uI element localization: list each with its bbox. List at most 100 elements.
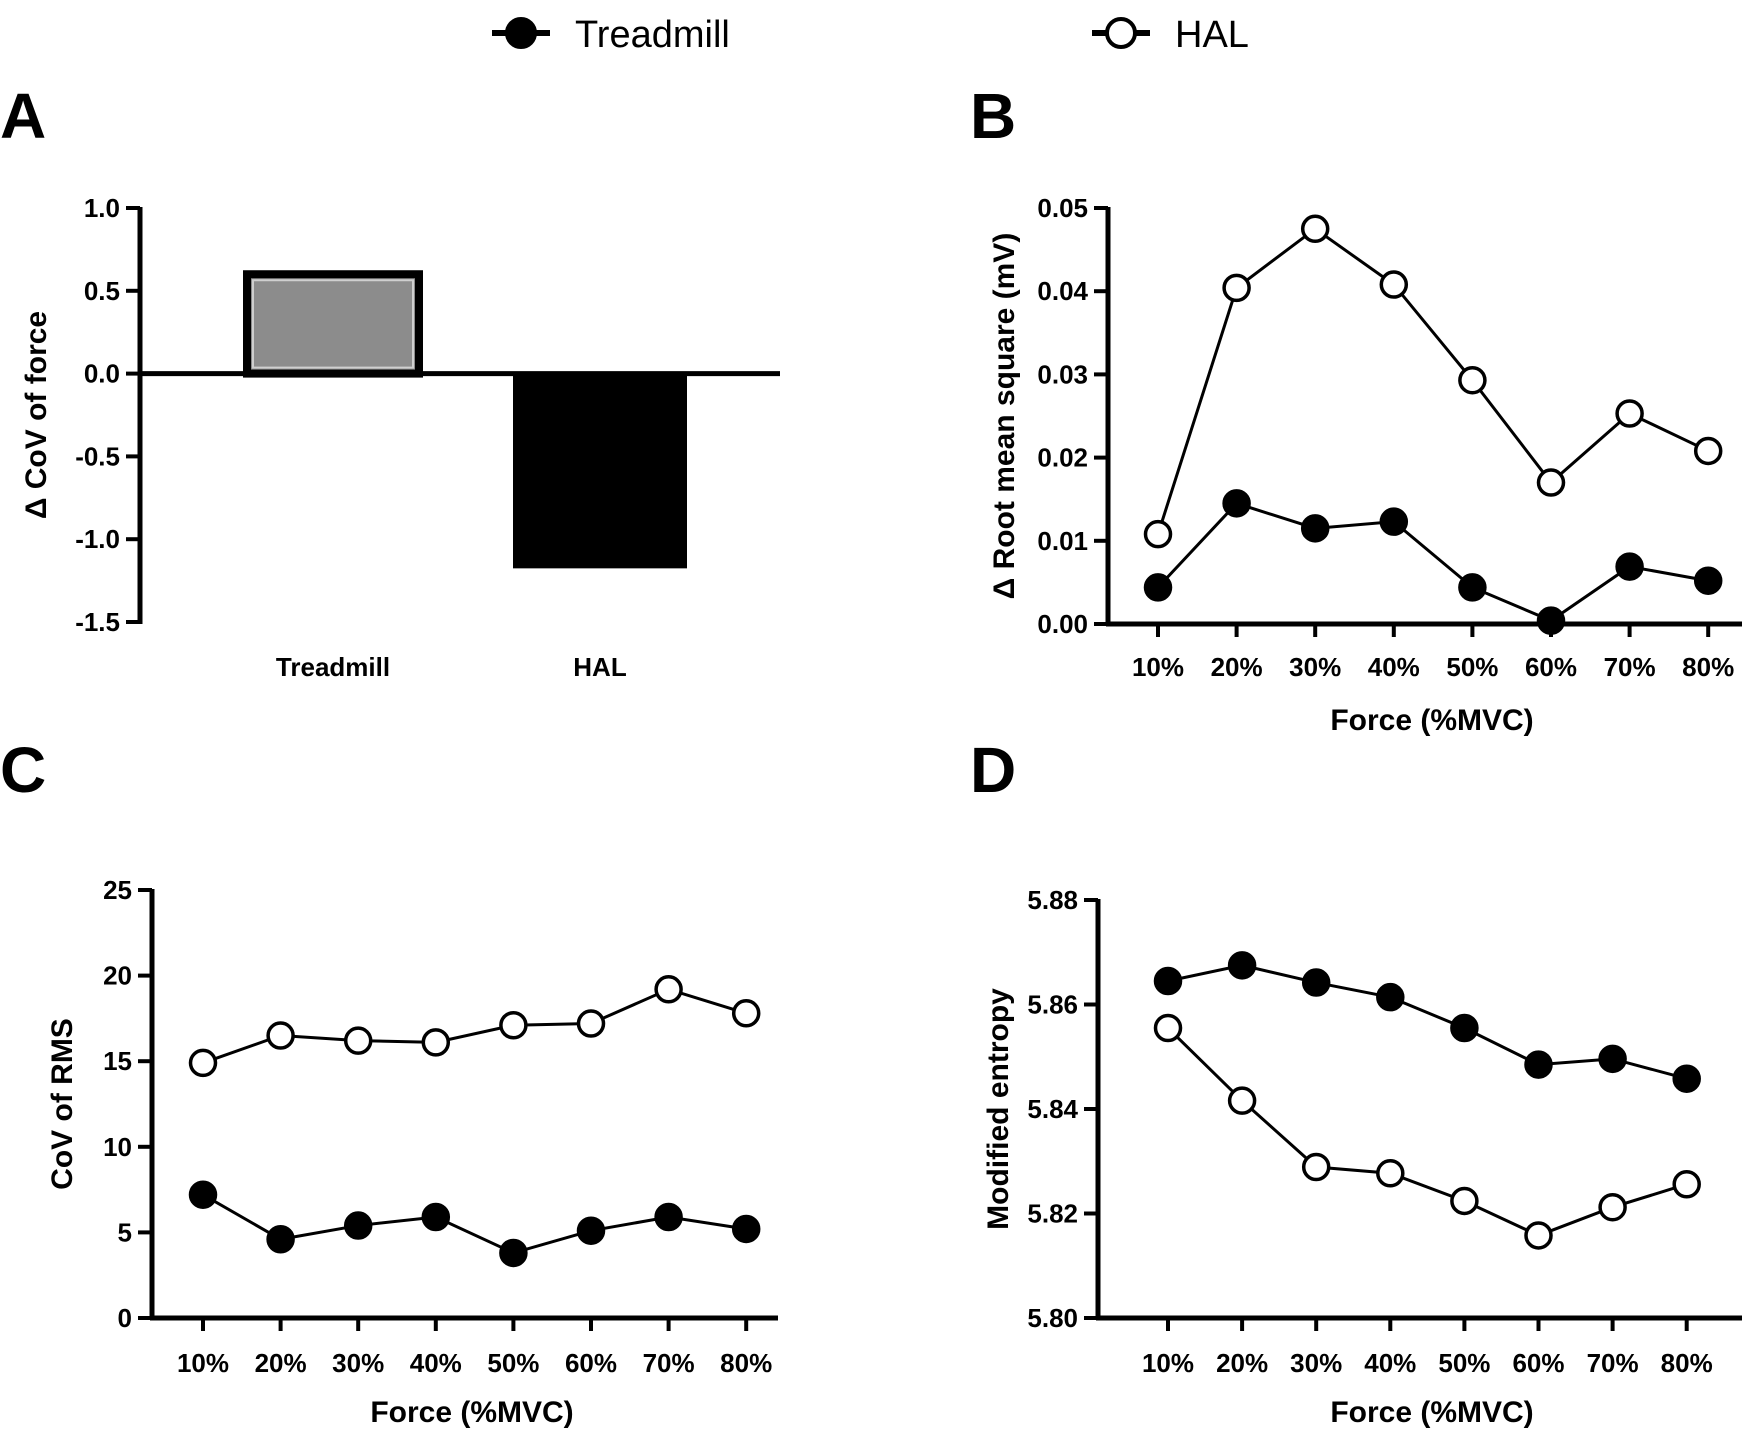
panel-b-point-treadmill — [1379, 507, 1409, 536]
panel-d-x-tick-label: 70% — [1587, 1348, 1639, 1378]
panel-d-point-treadmill — [1598, 1044, 1627, 1074]
panel-a-y-axis-title: Δ CoV of force — [20, 311, 53, 519]
panel-d-x-tick-label: 10% — [1142, 1348, 1194, 1378]
panel-b-point-hal — [1300, 214, 1330, 244]
panel-c-x-tick-label: 20% — [255, 1348, 307, 1378]
panel-d-point-hal — [1301, 1152, 1331, 1182]
legend-marker-hal — [1105, 17, 1137, 49]
panel-a-y-tick-label: -1.0 — [75, 524, 120, 554]
panel-c-x-tick-label: 50% — [487, 1348, 539, 1378]
panel-a-y-tick-label: 0.5 — [84, 276, 120, 306]
panel-b-point-hal — [1143, 519, 1173, 549]
panel-c-x-axis-title: Force (%MVC) — [370, 1396, 573, 1429]
panel-d-y-tick-label: 5.88 — [1027, 885, 1078, 915]
panel-b-y-tick-label: 0.03 — [1037, 359, 1088, 389]
panel-b-x-tick-label: 50% — [1446, 652, 1498, 682]
panel-c-y-axis-title: CoV of RMS — [46, 1018, 79, 1190]
panel-c-point-treadmill — [421, 1202, 451, 1232]
panel-d-point-hal — [1227, 1086, 1257, 1115]
legend-marker-treadmill — [505, 17, 537, 49]
panel-c-point-hal — [499, 1010, 528, 1040]
panel-b-y-tick-label: 0.00 — [1037, 609, 1088, 639]
bar-hal — [513, 372, 687, 569]
panel-c-y-tick-label: 10 — [103, 1132, 132, 1162]
panel-a-y-tick-label: -0.5 — [75, 441, 120, 471]
panel-c-x-tick-label: 70% — [643, 1348, 695, 1378]
x-tick-label-hal: HAL — [573, 652, 627, 682]
panel-b-x-tick-label: 30% — [1289, 652, 1341, 682]
panel-c-y-tick-label: 5 — [118, 1217, 132, 1247]
panel-b-point-treadmill — [1458, 573, 1487, 602]
panel-b-y-tick-label: 0.01 — [1037, 526, 1088, 556]
panel-c-point-hal — [343, 1026, 373, 1055]
panel-c-y-tick-label: 25 — [103, 875, 132, 905]
panel-d-point-treadmill — [1376, 982, 1405, 1012]
panel-d-x-tick-label: 50% — [1438, 1348, 1490, 1378]
chart-panel-a: 1.0 0.5 0.0 -0.5 -1.0 -1.5 Δ CoV of force Tread… — [20, 193, 780, 682]
panel-b-point-hal — [1615, 399, 1644, 428]
panel-b-x-tick-label: 70% — [1604, 652, 1656, 682]
panel-b-y-tick-label: 0.02 — [1037, 443, 1088, 473]
legend-item-hal: HAL — [1092, 14, 1249, 56]
legend-label-hal: HAL — [1175, 14, 1249, 56]
chart-panel-d: 5.88 5.86 5.84 5.82 5.80 Modified entropy 10% 2… — [982, 885, 1742, 1429]
panel-b-x-tick-label: 40% — [1368, 652, 1420, 682]
panel-b-x-tick-label: 10% — [1132, 652, 1184, 682]
panel-d-point-hal — [1153, 1013, 1183, 1043]
bar-treadmill — [243, 270, 423, 378]
bar-inner-highlight — [252, 279, 414, 369]
panel-d-x-tick-label: 80% — [1661, 1348, 1713, 1378]
x-tick-label-treadmill: Treadmill — [276, 652, 390, 682]
panel-c-x-tick-label: 60% — [565, 1348, 617, 1378]
panel-c-point-hal — [576, 1009, 606, 1038]
panel-b-y-axis-title: Δ Root mean square (mV) — [988, 233, 1021, 600]
panel-b-series-line-hal — [1156, 226, 1709, 535]
panel-b-point-hal — [1693, 436, 1723, 466]
panel-b-x-axis-title: Force (%MVC) — [1330, 704, 1533, 737]
panel-d-point-hal — [1672, 1169, 1701, 1199]
panel-d-point-treadmill — [1227, 951, 1257, 980]
panel-b-point-hal — [1379, 270, 1409, 299]
panel-b-x-tick-label: 20% — [1211, 652, 1263, 682]
chart-panel-c: 25 20 15 10 5 0 CoV of RMS 10% 20% 30% 40% 50% 60% 70… — [46, 875, 778, 1429]
panel-c-x-tick-label: 30% — [332, 1348, 384, 1378]
legend-item-treadmill: Treadmill — [492, 14, 730, 56]
panel-d-x-axis-title: Force (%MVC) — [1330, 1396, 1533, 1429]
panel-c-point-treadmill — [731, 1214, 761, 1244]
panel-b-y-tick-label: 0.04 — [1037, 276, 1088, 306]
panel-b-point-hal — [1536, 468, 1566, 497]
panel-d-point-treadmill — [1672, 1064, 1701, 1093]
panel-d-point-treadmill — [1153, 966, 1183, 996]
panel-a-y-tick-label: -1.5 — [75, 607, 120, 637]
panel-c-y-tick-label: 20 — [103, 961, 132, 991]
panel-c-point-hal — [266, 1021, 295, 1050]
panel-d-point-treadmill — [1450, 1013, 1479, 1043]
panel-c-point-hal — [421, 1028, 451, 1057]
panel-b-point-treadmill — [1143, 573, 1173, 602]
panel-c-y-tick-label: 15 — [103, 1046, 132, 1076]
panel-c-point-treadmill — [654, 1202, 683, 1232]
chart-panel-b: 0.05 0.04 0.03 0.02 0.01 0.00 Δ Root mean squa… — [988, 193, 1742, 737]
panel-c-point-treadmill — [576, 1216, 606, 1245]
panel-b-x-tick-label: 60% — [1525, 652, 1577, 682]
panel-d-point-treadmill — [1301, 968, 1331, 997]
panel-d-y-tick-label: 5.82 — [1027, 1199, 1078, 1229]
panel-d-point-hal — [1524, 1221, 1553, 1250]
panel-c-point-treadmill — [188, 1180, 218, 1209]
panel-d-x-tick-label: 20% — [1216, 1348, 1268, 1378]
panel-c-x-tick-label: 40% — [410, 1348, 462, 1378]
panel-letter-a: A — [0, 80, 46, 152]
panel-letter-c: C — [0, 734, 46, 806]
panel-b-point-treadmill — [1536, 606, 1566, 635]
panel-c-point-hal — [731, 999, 761, 1028]
panel-c-x-tick-label: 10% — [177, 1348, 229, 1378]
panel-b-x-tick-label: 80% — [1682, 652, 1734, 682]
legend-label-treadmill: Treadmill — [575, 14, 730, 56]
panel-c-point-hal — [654, 975, 683, 1004]
panel-c-point-treadmill — [343, 1211, 373, 1240]
panel-b-point-treadmill — [1693, 566, 1723, 595]
panel-letter-b: B — [970, 80, 1016, 152]
panel-d-x-tick-label: 60% — [1512, 1348, 1564, 1378]
panel-d-point-hal — [1376, 1159, 1405, 1188]
